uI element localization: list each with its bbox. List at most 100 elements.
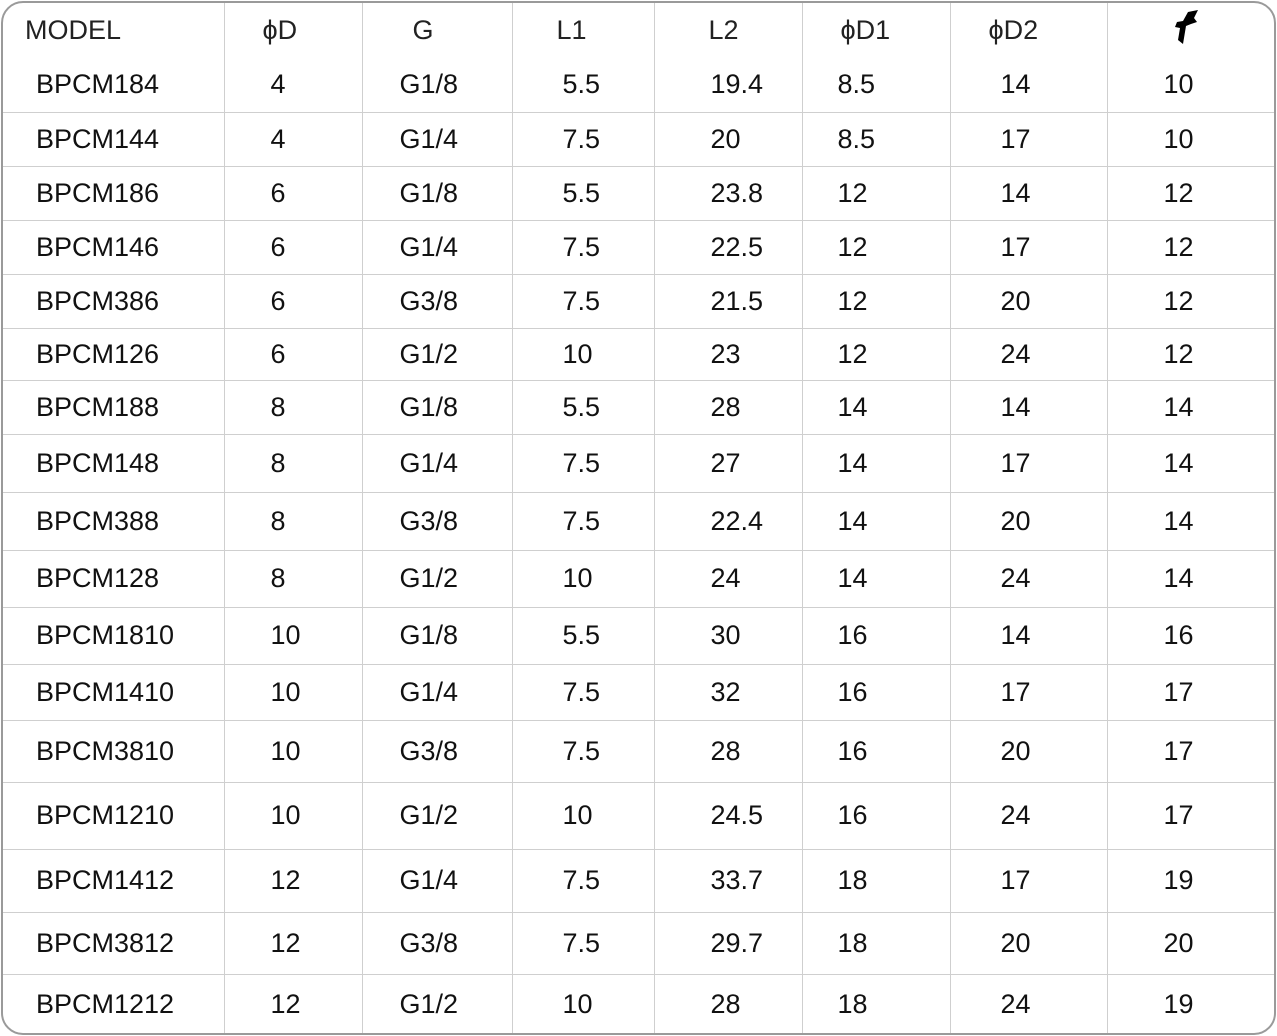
- cell-l1: 7.5: [511, 848, 655, 913]
- cell-thread: G1/2: [361, 327, 513, 381]
- cell-model: BPCM388: [3, 491, 225, 551]
- cell-thread: G1/4: [361, 111, 513, 167]
- cell-model: BPCM1210: [3, 781, 225, 850]
- cell-wrench-size: 17: [1106, 663, 1274, 721]
- header-d1: ϕD1: [801, 3, 951, 58]
- cell-thread: G1/2: [361, 549, 513, 608]
- cell-wrench-size: 14: [1106, 549, 1274, 608]
- cell-diameter: 12: [223, 973, 363, 1033]
- table-row: BPCM1210 10 G1/2 10 24.5 16 24 17: [3, 781, 1274, 850]
- cell-d1: 14: [801, 549, 951, 608]
- cell-l1: 7.5: [511, 911, 655, 975]
- cell-wrench-size: 20: [1106, 911, 1274, 975]
- cell-wrench-size: 12: [1106, 165, 1274, 221]
- table-row: BPCM126 6 G1/2 10 23 12 24 12: [3, 327, 1274, 381]
- cell-wrench-size: 14: [1106, 491, 1274, 551]
- cell-diameter: 8: [223, 491, 363, 551]
- cell-d2: 24: [949, 973, 1108, 1033]
- table-row: BPCM184 4 G1/8 5.5 19.4 8.5 14 10: [3, 58, 1274, 113]
- cell-l1: 7.5: [511, 433, 655, 493]
- cell-diameter: 6: [223, 327, 363, 381]
- cell-model: BPCM144: [3, 111, 225, 167]
- table-row: BPCM1810 10 G1/8 5.5 30 16 14 16: [3, 606, 1274, 665]
- header-thread: G: [361, 3, 513, 58]
- cell-thread: G3/8: [361, 491, 513, 551]
- cell-thread: G1/8: [361, 379, 513, 435]
- cell-model: BPCM1810: [3, 606, 225, 665]
- cell-d2: 14: [949, 379, 1108, 435]
- cell-model: BPCM186: [3, 165, 225, 221]
- cell-l2: 22.5: [653, 219, 803, 275]
- cell-d2: 17: [949, 663, 1108, 721]
- cell-wrench-size: 19: [1106, 973, 1274, 1033]
- cell-d1: 18: [801, 973, 951, 1033]
- cell-d1: 18: [801, 911, 951, 975]
- cell-model: BPCM3810: [3, 719, 225, 783]
- cell-model: BPCM188: [3, 379, 225, 435]
- cell-l1: 10: [511, 549, 655, 608]
- cell-model: BPCM386: [3, 273, 225, 329]
- cell-diameter: 10: [223, 663, 363, 721]
- cell-d2: 17: [949, 433, 1108, 493]
- cell-d1: 8.5: [801, 58, 951, 113]
- cell-d1: 16: [801, 663, 951, 721]
- cell-thread: G1/4: [361, 848, 513, 913]
- cell-l1: 7.5: [511, 719, 655, 783]
- cell-d2: 17: [949, 848, 1108, 913]
- cell-thread: G1/4: [361, 663, 513, 721]
- cell-diameter: 10: [223, 781, 363, 850]
- cell-d2: 24: [949, 327, 1108, 381]
- cell-thread: G1/4: [361, 433, 513, 493]
- cell-diameter: 6: [223, 165, 363, 221]
- cell-l1: 7.5: [511, 111, 655, 167]
- cell-thread: G1/8: [361, 58, 513, 113]
- cell-l2: 30: [653, 606, 803, 665]
- cell-l2: 24.5: [653, 781, 803, 850]
- cell-l2: 24: [653, 549, 803, 608]
- cell-l2: 28: [653, 379, 803, 435]
- cell-l1: 10: [511, 781, 655, 850]
- cell-d1: 16: [801, 781, 951, 850]
- cell-wrench-size: 12: [1106, 327, 1274, 381]
- header-l2: L2: [653, 3, 803, 58]
- cell-d1: 18: [801, 848, 951, 913]
- cell-d1: 16: [801, 606, 951, 665]
- table-row: BPCM128 8 G1/2 10 24 14 24 14: [3, 549, 1274, 608]
- cell-thread: G1/4: [361, 219, 513, 275]
- wrench-icon: [1174, 10, 1198, 44]
- cell-thread: G3/8: [361, 911, 513, 975]
- table-row: BPCM3812 12 G3/8 7.5 29.7 18 20 20: [3, 911, 1274, 975]
- cell-model: BPCM128: [3, 549, 225, 608]
- cell-thread: G1/8: [361, 165, 513, 221]
- cell-d1: 12: [801, 273, 951, 329]
- cell-diameter: 10: [223, 606, 363, 665]
- cell-l2: 21.5: [653, 273, 803, 329]
- cell-thread: G1/8: [361, 606, 513, 665]
- cell-d1: 12: [801, 327, 951, 381]
- table-row: BPCM148 8 G1/4 7.5 27 14 17 14: [3, 433, 1274, 493]
- header-row: MODEL ϕD G L1 L2 ϕD1 ϕD2: [3, 3, 1274, 58]
- cell-d1: 14: [801, 491, 951, 551]
- table-row: BPCM1412 12 G1/4 7.5 33.7 18 17 19: [3, 848, 1274, 913]
- header-diameter: ϕD: [223, 3, 363, 58]
- cell-wrench-size: 14: [1106, 379, 1274, 435]
- cell-d2: 20: [949, 273, 1108, 329]
- table-row: BPCM188 8 G1/8 5.5 28 14 14 14: [3, 379, 1274, 435]
- cell-d2: 24: [949, 549, 1108, 608]
- cell-d1: 12: [801, 219, 951, 275]
- cell-diameter: 4: [223, 111, 363, 167]
- cell-diameter: 4: [223, 58, 363, 113]
- cell-wrench-size: 16: [1106, 606, 1274, 665]
- cell-diameter: 12: [223, 911, 363, 975]
- table-row: BPCM1212 12 G1/2 10 28 18 24 19: [3, 973, 1274, 1033]
- table-row: BPCM1410 10 G1/4 7.5 32 16 17 17: [3, 663, 1274, 721]
- cell-d1: 12: [801, 165, 951, 221]
- header-l1: L1: [511, 3, 655, 58]
- header-d2: ϕD2: [949, 3, 1108, 58]
- cell-diameter: 8: [223, 379, 363, 435]
- table-row: BPCM186 6 G1/8 5.5 23.8 12 14 12: [3, 165, 1274, 221]
- cell-d2: 14: [949, 165, 1108, 221]
- cell-wrench-size: 12: [1106, 219, 1274, 275]
- cell-l2: 22.4: [653, 491, 803, 551]
